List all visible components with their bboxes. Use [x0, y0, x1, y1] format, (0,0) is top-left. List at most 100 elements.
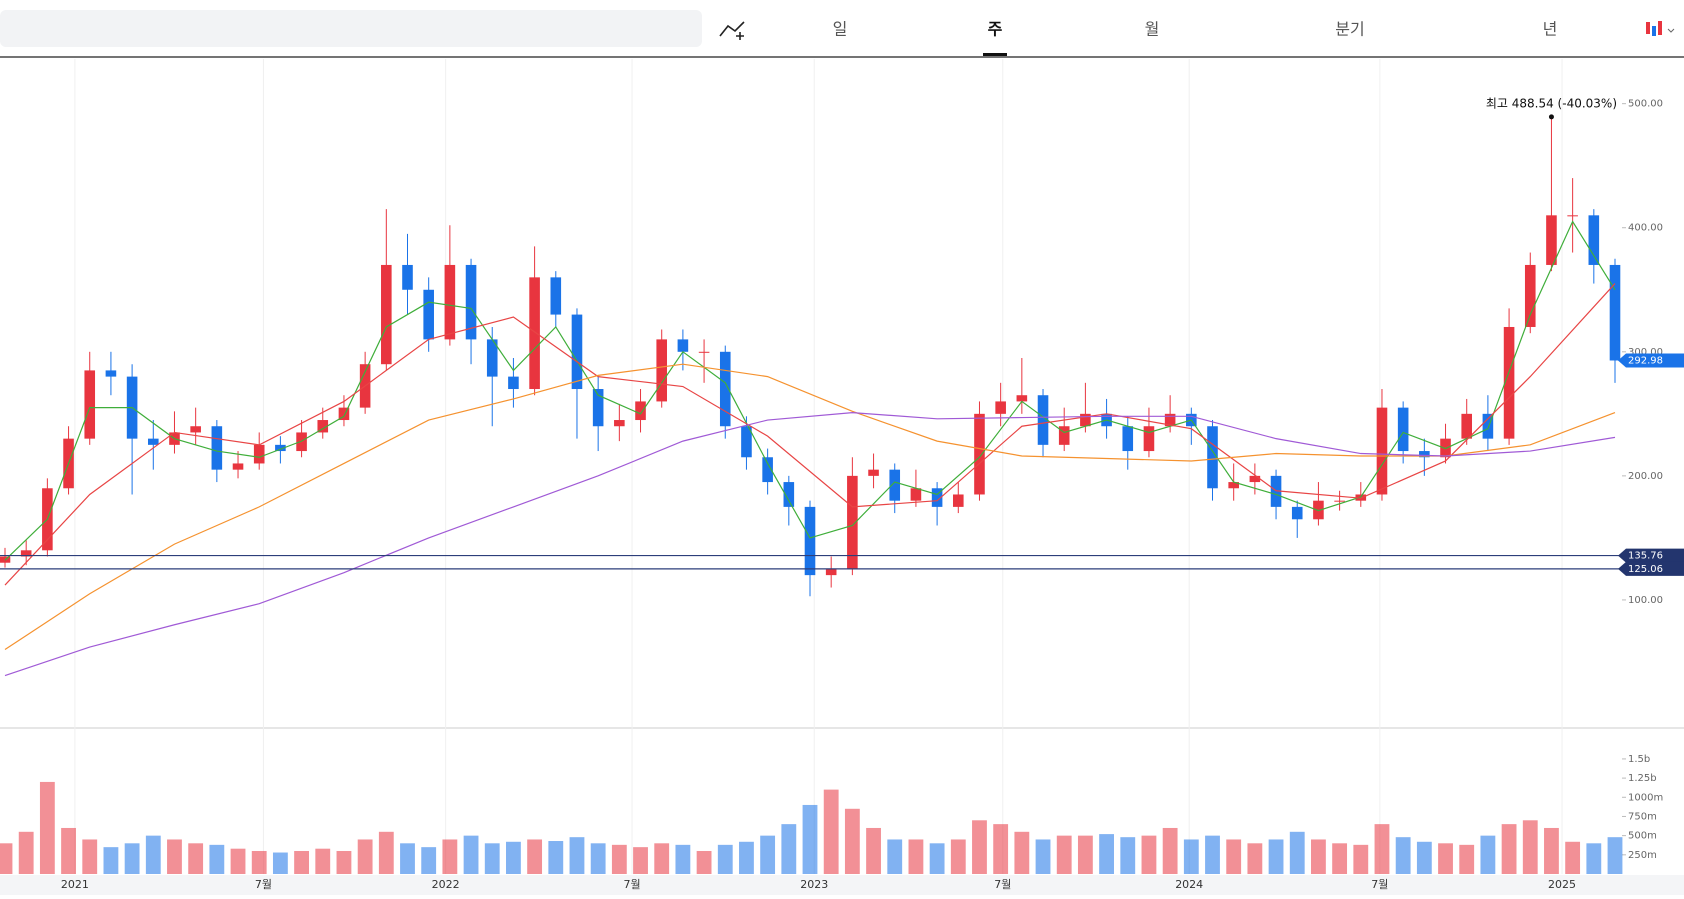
- x-tick-label: 7월: [623, 878, 640, 891]
- volume-tick-label: 750m: [1628, 811, 1657, 822]
- candle-body: [719, 351, 731, 427]
- volume-bar: [823, 789, 839, 874]
- volume-bar: [1416, 841, 1432, 874]
- candle-body: [825, 568, 837, 576]
- level-label: 135.76: [1628, 551, 1663, 562]
- candle-body: [741, 426, 752, 458]
- candle-body: [1376, 407, 1388, 495]
- candle-body: [677, 339, 689, 352]
- candle-body: [635, 401, 646, 421]
- volume-bar: [506, 841, 521, 874]
- candle-body: [105, 370, 117, 377]
- period-tab[interactable]: 년: [1543, 20, 1558, 39]
- last-price-label: 292.98: [1628, 356, 1663, 367]
- candle-body: [317, 420, 329, 433]
- volume-bar: [866, 827, 881, 874]
- volume-bar: [1099, 834, 1114, 874]
- candle-body: [1397, 407, 1409, 452]
- candle-body: [232, 463, 244, 470]
- volume-bar: [82, 839, 98, 874]
- y-tick-label: 100.00: [1628, 595, 1663, 606]
- volume-bar: [739, 841, 754, 874]
- volume-bar: [1141, 835, 1157, 874]
- candle-body: [253, 444, 265, 464]
- candle-body: [698, 351, 710, 353]
- volume-bar: [315, 848, 331, 874]
- volume-bar: [1332, 843, 1348, 874]
- volume-bar: [675, 844, 691, 874]
- volume-bar: [1544, 827, 1559, 874]
- period-tab[interactable]: 월: [1145, 20, 1160, 39]
- volume-bar: [929, 843, 945, 874]
- x-tick-label: 7월: [1371, 878, 1388, 891]
- period-tab[interactable]: 일: [833, 20, 848, 39]
- candle-body: [1228, 482, 1239, 489]
- volume-bar: [569, 837, 585, 874]
- volume-bar: [400, 843, 415, 874]
- candle-body: [656, 339, 668, 402]
- candle-body: [1503, 326, 1515, 439]
- candle-body: [1080, 413, 1091, 427]
- candle-body: [550, 277, 562, 315]
- volume-bar: [272, 852, 288, 874]
- volume-bar: [1268, 839, 1284, 874]
- volume-bar: [1522, 820, 1538, 874]
- x-tick-label: 2025: [1548, 878, 1576, 891]
- volume-bar: [1183, 839, 1199, 874]
- volume-bar: [696, 850, 712, 874]
- candle-body: [486, 339, 498, 377]
- x-tick-label: 2022: [432, 878, 460, 891]
- draw-tool-icon[interactable]: [719, 21, 745, 40]
- chart-type-icon[interactable]: [1646, 21, 1675, 36]
- search-bar[interactable]: [0, 10, 702, 47]
- volume-bar: [357, 839, 373, 874]
- period-tab[interactable]: 주: [988, 20, 1003, 39]
- candle-body: [1016, 395, 1028, 402]
- volume-bar: [421, 847, 437, 874]
- volume-bar: [336, 850, 352, 874]
- candle-body: [1122, 426, 1134, 452]
- volume-bar: [950, 839, 966, 874]
- volume-bar: [1586, 843, 1602, 874]
- tab-underline: [983, 53, 1007, 56]
- candle-body: [1334, 500, 1345, 502]
- candle-body: [20, 550, 32, 557]
- candle-body: [444, 264, 456, 340]
- candle-body: [1058, 426, 1070, 445]
- candle-body: [1037, 395, 1049, 445]
- volume-bar: [1459, 844, 1475, 874]
- candle-body: [762, 457, 773, 483]
- volume-bar: [18, 831, 34, 874]
- moving-average: [4, 363, 1616, 651]
- candle-body: [423, 289, 434, 340]
- volume-bar: [1480, 835, 1496, 874]
- x-tick-label: 7월: [255, 878, 272, 891]
- volume-bar: [1565, 841, 1581, 874]
- volume-bar: [1014, 831, 1030, 874]
- volume-bar: [209, 844, 225, 874]
- candle-body: [1164, 413, 1176, 427]
- volume-bar: [802, 804, 818, 874]
- volume-bar: [887, 839, 903, 874]
- candle-body: [1524, 264, 1536, 327]
- volume-bar: [1311, 839, 1326, 874]
- candle-body: [1546, 215, 1557, 265]
- candle-body: [931, 488, 943, 507]
- candle-body: [804, 506, 816, 576]
- volume-bar: [442, 839, 458, 874]
- volume-tick-label: 500m: [1628, 831, 1657, 842]
- volume-bar: [781, 824, 797, 874]
- volume-bar: [1607, 837, 1623, 874]
- candle-body: [847, 475, 858, 569]
- level-label: 125.06: [1628, 564, 1663, 575]
- moving-average: [4, 220, 1616, 561]
- candle-body: [1419, 451, 1430, 458]
- volume-bar: [1501, 824, 1517, 874]
- candle-body: [147, 438, 159, 445]
- level-tag: [1618, 561, 1684, 576]
- volume-bar: [1056, 835, 1072, 874]
- candle-body: [889, 469, 901, 501]
- candle-body: [592, 389, 604, 427]
- period-tab[interactable]: 분기: [1335, 20, 1364, 39]
